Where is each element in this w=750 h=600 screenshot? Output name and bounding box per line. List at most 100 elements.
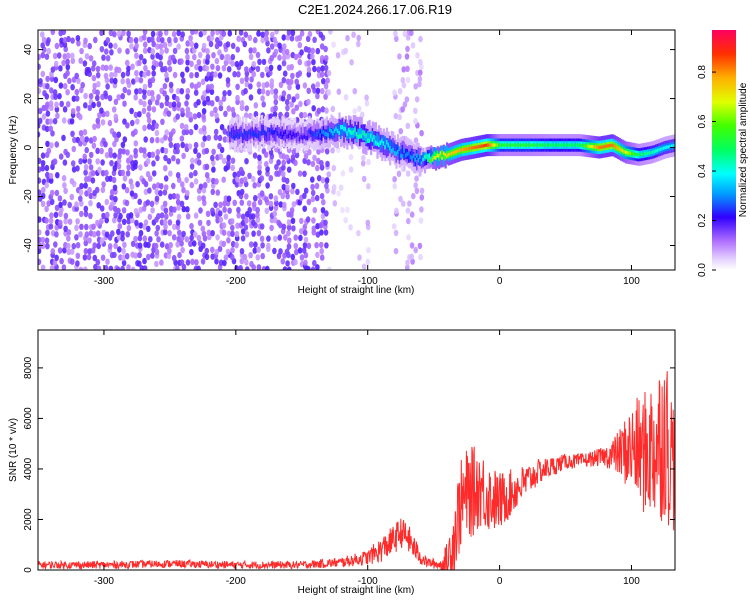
noise-cell — [126, 30, 131, 37]
noise-cell — [115, 266, 121, 270]
noise-cell — [365, 258, 371, 266]
noise-cell — [150, 252, 155, 259]
noise-cell — [38, 247, 42, 254]
noise-cell — [315, 81, 321, 88]
ridge-cell — [259, 120, 262, 139]
noise-cell — [352, 108, 358, 115]
noise-cell — [134, 219, 139, 227]
noise-cell — [213, 201, 218, 208]
noise-cell — [53, 60, 59, 67]
noise-cell — [293, 53, 299, 61]
ridge-cell — [423, 155, 427, 159]
noise-cell — [315, 164, 320, 172]
noise-cell — [155, 136, 160, 144]
noise-cell — [105, 83, 110, 90]
noise-cell — [278, 201, 284, 208]
noise-cell — [38, 236, 42, 244]
noise-cell — [163, 154, 168, 162]
noise-cell — [138, 164, 143, 171]
ridge-cell — [558, 143, 561, 147]
noise-cell — [281, 77, 287, 84]
noise-cell — [244, 259, 249, 266]
ridge-cell — [308, 129, 311, 134]
ridge-cell — [385, 140, 389, 145]
noise-cell — [120, 235, 125, 242]
noise-cell — [146, 117, 152, 124]
noise-cell — [299, 254, 305, 261]
noise-cell — [92, 231, 97, 238]
ridge-cell — [265, 132, 268, 137]
ridge-cell — [498, 143, 501, 147]
noise-cell — [180, 71, 185, 78]
noise-cell — [91, 101, 96, 109]
ridge-cell — [343, 125, 346, 143]
noise-cell — [133, 235, 138, 243]
noise-cell — [176, 235, 181, 243]
noise-cell — [120, 78, 125, 85]
noise-cell — [319, 55, 325, 62]
noise-cell — [134, 70, 139, 77]
noise-cell — [175, 87, 181, 95]
noise-cell — [211, 166, 216, 173]
noise-cell — [285, 34, 291, 41]
noise-cell — [316, 148, 321, 155]
noise-cell — [306, 98, 311, 106]
noise-cell — [393, 229, 399, 237]
noise-cell — [298, 100, 303, 108]
ridge-cell — [420, 155, 423, 163]
noise-cell — [83, 92, 88, 100]
noise-cell — [163, 184, 169, 191]
ridge-cell — [621, 149, 624, 153]
noise-cell — [319, 229, 324, 236]
noise-cell — [340, 206, 345, 214]
noise-cell — [256, 30, 261, 37]
noise-cell — [57, 93, 62, 100]
noise-cell — [137, 198, 142, 205]
noise-cell — [62, 199, 67, 206]
ridge-cell — [343, 126, 346, 131]
noise-cell — [134, 52, 139, 59]
noise-cell — [343, 47, 349, 55]
noise-cell — [214, 112, 219, 119]
noise-cell — [400, 106, 406, 113]
noise-cell — [244, 231, 250, 238]
noise-cell — [125, 122, 130, 129]
y-tick-label: -20 — [23, 189, 34, 204]
noise-cell — [40, 192, 46, 200]
noise-cell — [272, 111, 278, 118]
noise-cell — [252, 247, 258, 254]
noise-cell — [138, 222, 144, 229]
noise-cell — [214, 178, 219, 185]
noise-cell — [312, 206, 318, 214]
noise-cell — [90, 170, 96, 177]
noise-cell — [276, 159, 281, 166]
ridge-cell — [246, 133, 249, 138]
noise-cell — [194, 71, 200, 79]
noise-cell — [402, 101, 408, 108]
noise-cell — [185, 59, 190, 66]
noise-cell — [78, 113, 83, 121]
noise-cell — [91, 60, 97, 67]
ridge-cell — [454, 150, 457, 154]
noise-cell — [286, 266, 292, 270]
ridge-cell — [390, 149, 393, 154]
noise-cell — [95, 219, 100, 227]
noise-cell — [120, 141, 126, 148]
ridge-cell — [442, 151, 446, 159]
noise-cell — [44, 93, 50, 100]
noise-cell — [45, 229, 50, 236]
ridge-cell — [333, 127, 336, 139]
ridge-cell — [366, 130, 370, 142]
noise-cell — [154, 248, 160, 256]
ridge-cell — [245, 130, 248, 141]
noise-cell — [393, 30, 398, 37]
noise-cell — [128, 178, 134, 185]
noise-cell — [310, 53, 315, 60]
noise-cell — [41, 186, 46, 194]
noise-cell — [189, 40, 194, 48]
noise-cell — [92, 123, 97, 130]
noise-cell — [247, 34, 253, 41]
noise-cell — [223, 213, 229, 220]
noise-cell — [75, 105, 81, 113]
